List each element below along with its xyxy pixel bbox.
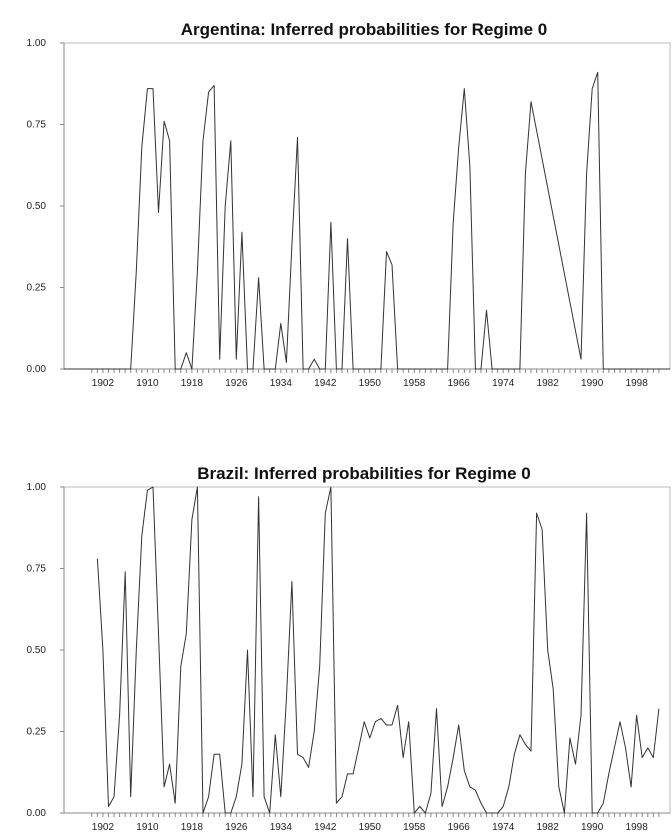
y-tick-label: 0.75 xyxy=(27,564,47,575)
chart-title: Brazil: Inferred probabilities for Regim… xyxy=(197,464,530,483)
y-tick-label: 0.00 xyxy=(27,364,47,375)
x-tick-label: 1998 xyxy=(626,378,649,389)
x-tick-label: 1966 xyxy=(448,378,471,389)
x-tick-label: 1982 xyxy=(537,822,560,833)
x-tick-label: 1990 xyxy=(581,378,604,389)
x-tick-label: 1910 xyxy=(136,378,159,389)
y-tick-label: 1.00 xyxy=(27,38,47,49)
regime-probability-line xyxy=(64,71,670,370)
x-tick-label: 1966 xyxy=(448,822,471,833)
x-tick-label: 1910 xyxy=(136,822,159,833)
y-tick-label: 0.25 xyxy=(27,727,47,738)
x-tick-label: 1982 xyxy=(537,378,560,389)
x-tick-label: 1902 xyxy=(92,822,115,833)
y-tick-label: 0.25 xyxy=(27,283,47,294)
x-tick-label: 1974 xyxy=(492,822,515,833)
y-tick-label: 0.75 xyxy=(27,120,47,131)
y-tick-label: 0.50 xyxy=(27,201,47,212)
x-tick-label: 1918 xyxy=(181,822,204,833)
x-tick-label: 1950 xyxy=(359,822,382,833)
x-tick-label: 1942 xyxy=(314,822,337,833)
x-tick-label: 1942 xyxy=(314,378,337,389)
x-tick-label: 1934 xyxy=(270,822,293,833)
plot-frame xyxy=(63,42,671,370)
argentina-chart-panel: Argentina: Inferred probabilities for Re… xyxy=(27,20,671,389)
x-tick-label: 1974 xyxy=(492,378,515,389)
y-tick-label: 0.50 xyxy=(27,645,47,656)
x-tick-label: 1926 xyxy=(225,822,248,833)
x-tick-label: 1926 xyxy=(225,378,248,389)
x-tick-label: 1958 xyxy=(403,822,426,833)
x-tick-label: 1902 xyxy=(92,378,115,389)
x-minor-ticks xyxy=(91,813,660,817)
x-tick-label: 1950 xyxy=(359,378,382,389)
regime-probability-line xyxy=(96,486,660,814)
x-tick-label: 1958 xyxy=(403,378,426,389)
x-tick-label: 1934 xyxy=(270,378,293,389)
x-tick-label: 1990 xyxy=(581,822,604,833)
x-minor-ticks xyxy=(91,369,660,373)
x-tick-label: 1918 xyxy=(181,378,204,389)
brazil-chart-panel: Brazil: Inferred probabilities for Regim… xyxy=(27,464,671,833)
y-tick-label: 0.00 xyxy=(27,808,47,819)
x-tick-labels: 1902 1910 1918 1926 1934 1942 1950 1958 1966 1974… xyxy=(92,378,648,389)
y-tick-label: 1.00 xyxy=(27,482,47,493)
y-tick-labels: 0.00 0.25 0.50 0.75 1.00 xyxy=(27,482,64,819)
x-tick-label: 1998 xyxy=(626,822,649,833)
x-tick-labels: 1902 1910 1918 1926 1934 1942 1950 1958 1966 1974… xyxy=(92,822,648,833)
chart-title: Argentina: Inferred probabilities for Re… xyxy=(181,20,548,39)
y-tick-labels: 0.00 0.25 0.50 0.75 1.00 xyxy=(27,38,64,375)
